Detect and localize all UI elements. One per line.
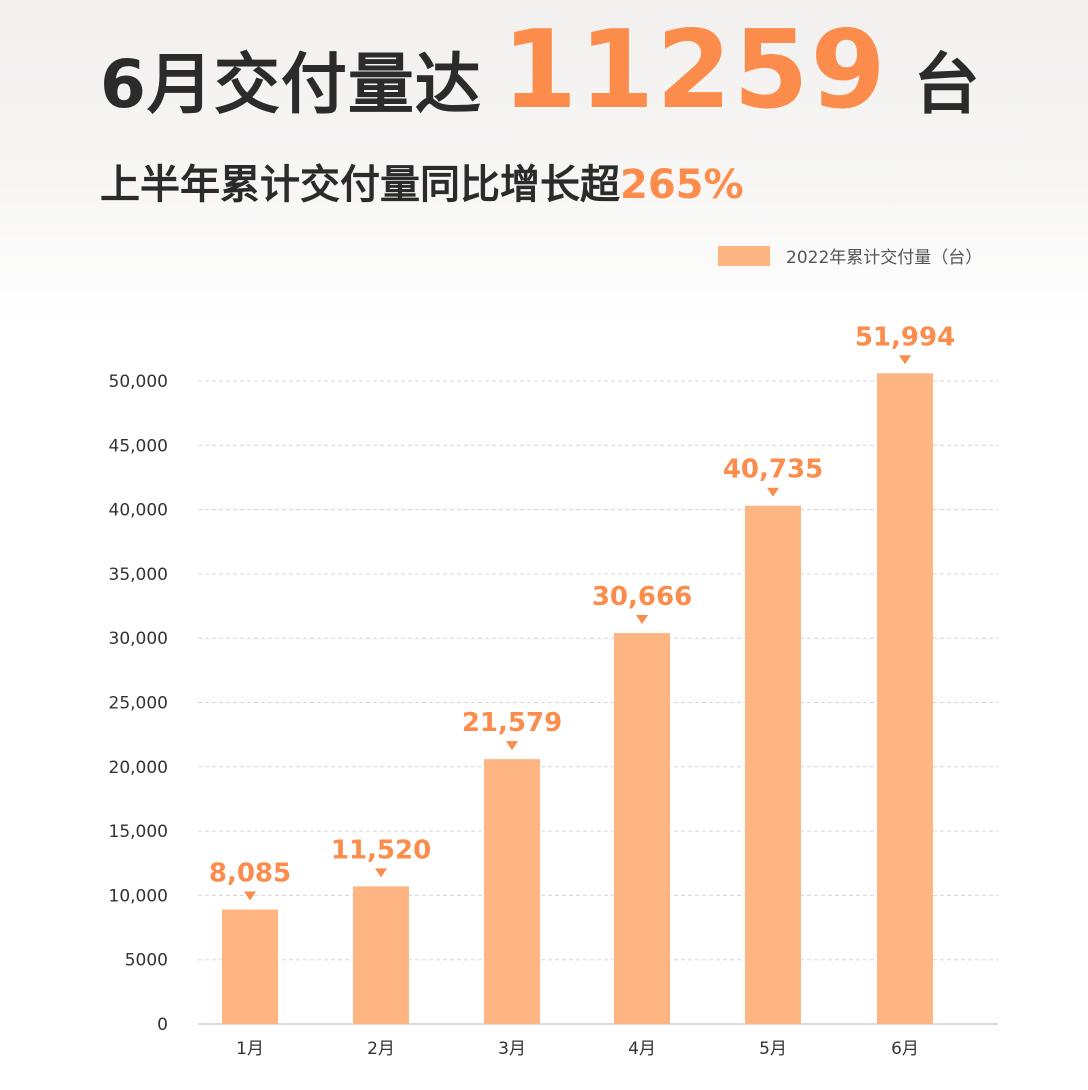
y-tick-label: 15,000 [109,822,168,842]
legend-swatch [718,245,770,266]
bar-marker-triangle [375,868,387,878]
y-tick-label: 40,000 [109,501,168,521]
x-tick-label: 6月 [891,1039,919,1059]
chart-legend: 2022年累计交付量（台） [718,243,982,268]
headline: 6月交付量达 11259 台 [100,8,980,133]
y-tick-label: 30,000 [109,629,168,649]
bar-marker-triangle [767,487,779,497]
headline-number: 11259 [501,8,888,133]
data-label: 30,666 [592,582,692,612]
bar-marker-triangle [506,741,518,751]
bar [614,633,670,1024]
data-label: 21,579 [462,708,562,738]
x-tick-label: 4月 [628,1039,656,1059]
header-background [0,0,1088,330]
x-tick-label: 5月 [759,1039,787,1059]
headline-prefix: 6月交付量达 [100,46,482,123]
y-tick-label: 10,000 [109,886,168,906]
y-tick-label: 5000 [125,951,168,971]
bar [484,759,540,1024]
bar-marker-triangle [636,615,648,625]
y-tick-label: 50,000 [109,372,168,392]
bar [353,886,409,1024]
legend-label: 2022年累计交付量（台） [786,248,983,268]
y-tick-label: 25,000 [109,694,168,714]
bar [877,373,933,1024]
bar-marker-triangle [244,891,256,901]
bar [222,909,278,1024]
x-tick-label: 2月 [367,1039,395,1059]
y-tick-label: 20,000 [109,758,168,778]
y-tick-label: 0 [157,1015,168,1035]
data-label: 51,994 [855,322,955,352]
y-tick-label: 45,000 [109,436,168,456]
data-label: 8,085 [209,859,291,889]
x-tick-label: 3月 [498,1039,526,1059]
subheadline: 上半年累计交付量同比增长超265% [100,152,744,210]
subheadline-text: 上半年累计交付量同比增长超 [100,162,620,208]
bar-marker-triangle [899,355,911,365]
y-tick-label: 35,000 [109,565,168,585]
x-tick-label: 1月 [236,1039,264,1059]
data-label: 11,520 [331,835,431,865]
data-label: 40,735 [723,455,823,485]
growth-percent: 265% [620,162,744,208]
headline-suffix: 台 [913,46,980,123]
bar [745,505,801,1024]
